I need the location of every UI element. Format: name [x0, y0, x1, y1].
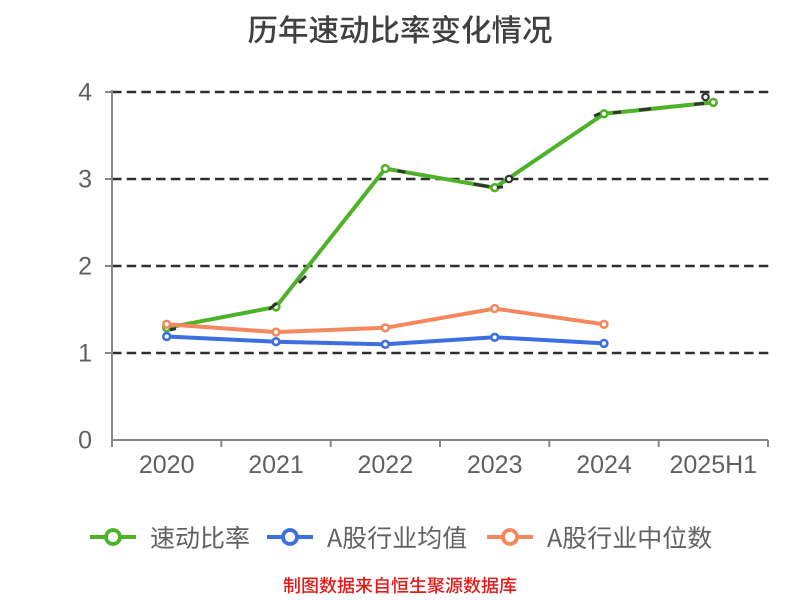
svg-text:2025H1: 2025H1	[670, 451, 758, 479]
svg-text:0: 0	[78, 427, 92, 455]
svg-text:2021: 2021	[248, 451, 304, 479]
svg-text:2022: 2022	[357, 451, 413, 479]
svg-text:2024: 2024	[576, 451, 632, 479]
svg-text:2020: 2020	[139, 451, 195, 479]
svg-text:3: 3	[78, 166, 92, 194]
svg-text:2023: 2023	[467, 451, 523, 479]
svg-text:4: 4	[78, 79, 92, 107]
svg-text:1: 1	[78, 340, 92, 368]
svg-text:2: 2	[78, 253, 92, 281]
